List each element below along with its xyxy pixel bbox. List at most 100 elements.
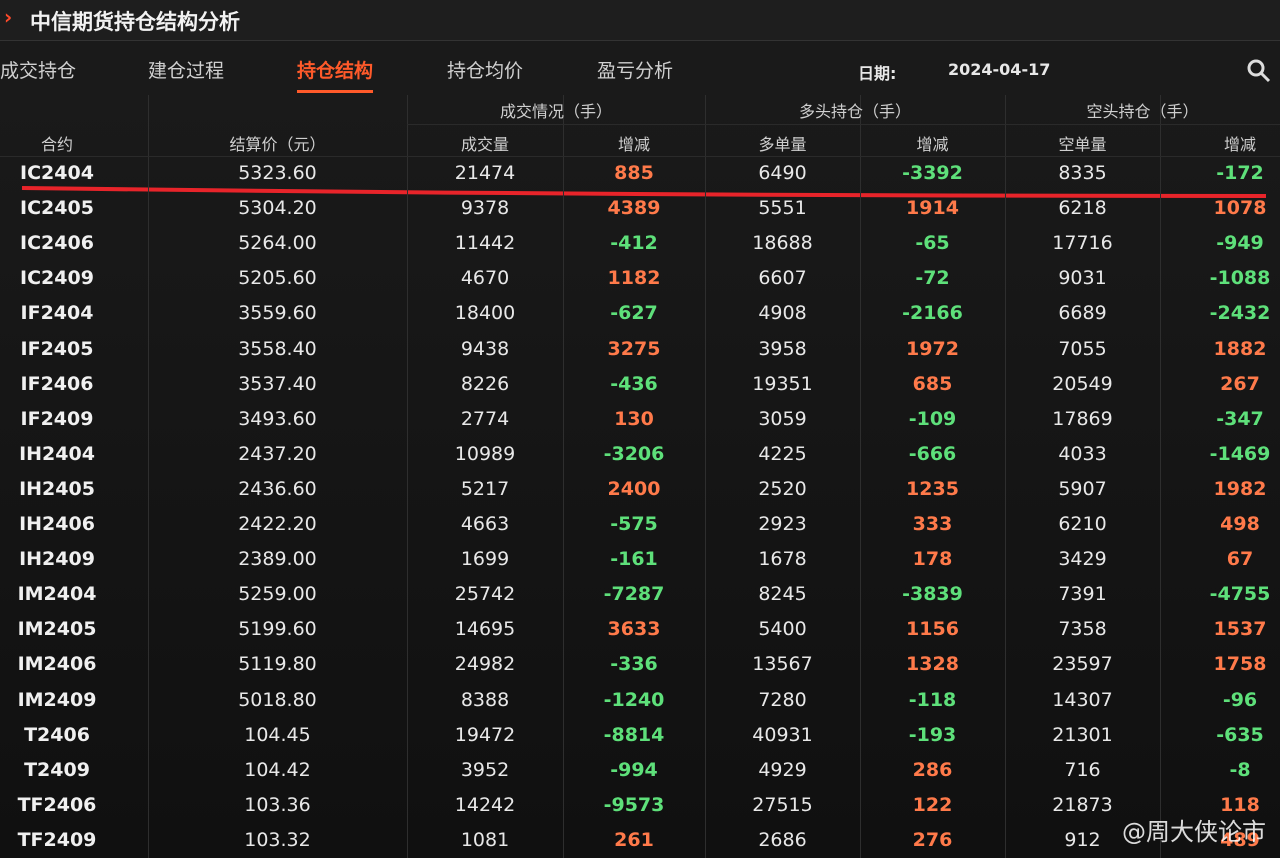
- table-cell: -949: [1216, 232, 1264, 255]
- contract-name[interactable]: IF2404: [20, 302, 94, 325]
- table-cell: 17716: [1052, 232, 1113, 255]
- table-cell: 4670: [460, 267, 510, 290]
- tab-underline: [297, 90, 373, 93]
- contract-name[interactable]: IC2409: [20, 267, 94, 290]
- table-cell: 9031: [1058, 267, 1107, 290]
- table-cell: 6210: [1058, 513, 1107, 535]
- table-cell: 5304.20: [238, 197, 317, 220]
- table-cell: 1882: [1213, 337, 1267, 360]
- table-cell: 7358: [1058, 618, 1107, 641]
- table-cell: 4389: [607, 197, 661, 220]
- table-cell: -336: [610, 653, 658, 676]
- table-cell: -96: [1222, 688, 1258, 711]
- table-cell: -65: [915, 232, 950, 255]
- tab[interactable]: 持仓结构: [297, 60, 374, 82]
- table-cell: 3633: [607, 618, 661, 641]
- table-cell: 2400: [607, 477, 661, 500]
- table-cell: 5264.00: [238, 232, 317, 255]
- table-cell: 19351: [752, 372, 813, 395]
- table-cell: 4033: [1058, 442, 1107, 465]
- contract-name[interactable]: IH2406: [19, 513, 95, 535]
- table-cell: 14242: [454, 793, 516, 816]
- table-cell: 8388: [460, 688, 510, 711]
- table-cell: -2432: [1209, 302, 1271, 325]
- contract-name[interactable]: T2409: [24, 758, 90, 781]
- table-cell: 5119.80: [238, 653, 317, 676]
- contract-name[interactable]: IC2406: [20, 232, 94, 255]
- table-cell: 4663: [460, 513, 510, 535]
- tab[interactable]: 建仓过程: [148, 60, 225, 82]
- table-cell: -575: [610, 513, 658, 535]
- contract-name[interactable]: IF2409: [20, 407, 94, 430]
- table-cell: 13567: [752, 653, 813, 676]
- table-cell: 2437.20: [238, 442, 317, 465]
- page-title: 中信期货持仓结构分析: [30, 10, 240, 34]
- tab[interactable]: 盈亏分析: [597, 60, 674, 82]
- table-cell: 40931: [752, 723, 813, 746]
- table-cell: 267: [1220, 372, 1260, 395]
- table-cell: 5259.00: [238, 583, 317, 606]
- table-cell: 9438: [460, 337, 510, 360]
- table-cell: 122: [912, 793, 953, 816]
- contract-name[interactable]: IF2406: [20, 372, 94, 395]
- table-cell: 21301: [1052, 723, 1113, 746]
- back-arrow[interactable]: ›: [4, 5, 13, 29]
- column-header: 空单量: [1058, 135, 1107, 154]
- search-icon[interactable]: [1246, 58, 1272, 84]
- title-bar: [0, 0, 1280, 41]
- table-cell: 489: [1220, 828, 1260, 851]
- column-divider: [705, 95, 706, 858]
- table-cell: 130: [614, 407, 654, 430]
- contract-name[interactable]: TF2406: [17, 793, 97, 816]
- table-cell: 716: [1064, 758, 1101, 781]
- contract-name[interactable]: IH2409: [19, 548, 95, 571]
- column-divider: [148, 95, 149, 858]
- table-cell: 23597: [1052, 653, 1113, 676]
- contract-name[interactable]: IM2409: [17, 688, 97, 711]
- table-cell: 5018.80: [238, 688, 317, 711]
- table-cell: 2422.20: [238, 513, 317, 535]
- contract-name[interactable]: IC2404: [20, 162, 94, 184]
- contract-name[interactable]: IF2405: [20, 337, 94, 360]
- column-divider: [563, 95, 564, 858]
- contract-name[interactable]: IM2405: [17, 618, 97, 641]
- table-cell: 1758: [1213, 653, 1267, 676]
- table-cell: -3206: [603, 442, 665, 465]
- table-cell: 118: [1220, 793, 1260, 816]
- table-cell: 276: [912, 828, 953, 851]
- date-value[interactable]: 2024-04-17: [948, 60, 1051, 79]
- table-cell: -666: [908, 442, 957, 465]
- table-cell: 3958: [758, 337, 807, 360]
- table-cell: 3559.60: [238, 302, 317, 325]
- column-divider: [1005, 95, 1006, 858]
- table-cell: 2686: [758, 828, 807, 851]
- contract-name[interactable]: T2406: [24, 723, 90, 746]
- table-cell: -8: [1229, 758, 1251, 781]
- contract-name[interactable]: IH2404: [19, 442, 95, 465]
- table-cell: 7055: [1058, 337, 1107, 360]
- contract-name[interactable]: IH2405: [19, 477, 95, 500]
- contract-name[interactable]: IM2406: [17, 653, 97, 676]
- table-cell: 5199.60: [238, 618, 317, 641]
- contract-name[interactable]: TF2409: [17, 828, 97, 851]
- date-label: 日期:: [858, 64, 897, 83]
- table-cell: 6218: [1058, 197, 1107, 220]
- table-cell: 25742: [454, 583, 516, 606]
- table-cell: 5217: [460, 477, 510, 500]
- table-cell: 3493.60: [238, 407, 317, 430]
- table-cell: 912: [1064, 828, 1101, 851]
- table-cell: 4929: [758, 758, 807, 781]
- tab[interactable]: 持仓均价: [447, 60, 524, 82]
- table-cell: 8245: [758, 583, 807, 606]
- table-cell: -161: [610, 548, 658, 571]
- table-cell: 21873: [1052, 793, 1113, 816]
- tab[interactable]: 成交持仓: [0, 60, 77, 82]
- table-cell: 1699: [460, 548, 510, 571]
- column-header: 成交量: [460, 135, 509, 154]
- table-cell: 10989: [454, 442, 516, 465]
- contract-name[interactable]: IC2405: [20, 197, 94, 220]
- table-cell: 9378: [460, 197, 510, 220]
- table-cell: 19472: [454, 723, 516, 746]
- table-cell: 3952: [460, 758, 510, 781]
- contract-name[interactable]: IM2404: [17, 583, 97, 606]
